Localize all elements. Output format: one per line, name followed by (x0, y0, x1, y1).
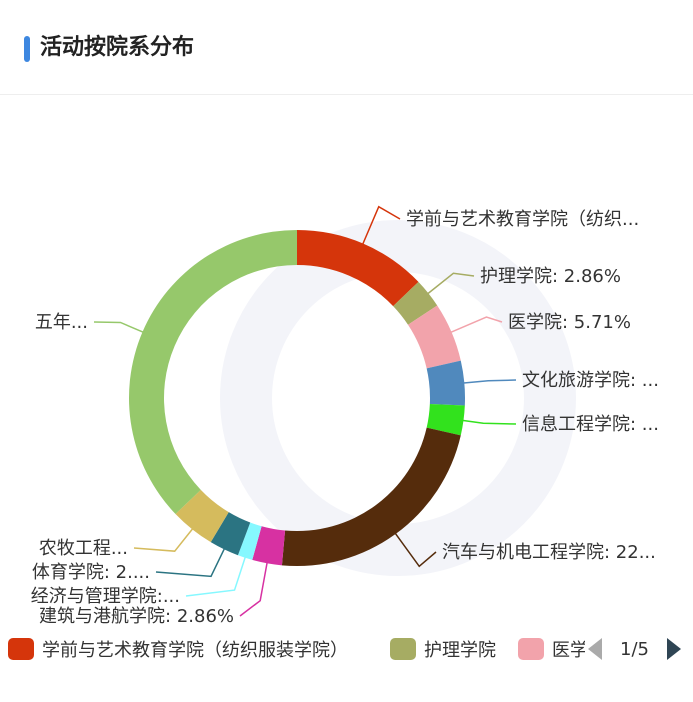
legend-items: 学前与艺术教育学院（纺织服装学院） 护理学院 医学院 (0, 630, 585, 670)
leader-line (155, 547, 226, 578)
donut-slice[interactable] (393, 281, 438, 325)
legend-item[interactable]: 学前与艺术教育学院（纺织服装学院） (8, 634, 348, 664)
legend-label: 护理学院 (424, 640, 496, 661)
donut-slice[interactable] (128, 230, 297, 515)
donut-slice[interactable] (210, 512, 251, 556)
slice-label: 经济与管理学院:... (31, 586, 180, 607)
card-header: 活动按院系分布 (0, 0, 693, 95)
legend-swatch (390, 638, 416, 660)
legend-item[interactable]: 护理学院 (390, 634, 496, 664)
slice-label: 建筑与港航学院: 2.86% (39, 606, 234, 627)
legend-next-icon[interactable] (666, 638, 681, 660)
donut-slice[interactable] (426, 403, 465, 436)
legend-page-indicator: 1/5 (620, 638, 649, 660)
legend-label: 医学院 (552, 640, 585, 661)
slice-label: 五年... (35, 312, 88, 333)
slice-labels: 学前与艺术教育学院（纺织... 护理学院: 2.86% 医学院: 5.71% 文化旅游… (31, 209, 659, 627)
leader-line (133, 527, 195, 552)
legend-swatch (518, 638, 544, 660)
slice-label: 信息工程学院: ... (522, 414, 659, 435)
slice-label: 农牧工程... (39, 538, 128, 559)
background-ring-circle (220, 220, 576, 576)
title-accent-bar (24, 36, 30, 62)
leader-line (185, 555, 247, 597)
donut-slice[interactable] (252, 526, 286, 566)
leader-line (462, 379, 517, 384)
legend-label: 学前与艺术教育学院（纺织服装学院） (42, 640, 348, 661)
donut-slice[interactable] (426, 360, 465, 406)
legend-swatch (8, 638, 34, 660)
legend-pager: 1/5 (588, 634, 681, 664)
slice-label: 汽车与机电工程学院: 22... (442, 542, 656, 563)
legend-prev-icon[interactable] (588, 638, 602, 660)
slice-label: 体育学院: 2.... (32, 562, 150, 583)
leader-line (93, 321, 145, 334)
slice-label: 文化旅游学院: ... (522, 370, 659, 391)
donut-slice[interactable] (175, 489, 229, 543)
donut-chart: 学前与艺术教育学院（纺织... 护理学院: 2.86% 医学院: 5.71% 文化旅游… (31, 205, 659, 627)
leader-line (426, 272, 475, 296)
slice-label: 护理学院: 2.86% (480, 266, 621, 287)
slice-label: 医学院: 5.71% (508, 312, 631, 333)
chart-title: 活动按院系分布 (40, 35, 195, 60)
donut-slices (128, 230, 465, 566)
legend-item[interactable]: 医学院 (518, 634, 585, 664)
leader-line (461, 419, 517, 425)
leader-line (449, 316, 503, 334)
chart-legend: 学前与艺术教育学院（纺织服装学院） 护理学院 医学院 1/5 (0, 630, 693, 670)
background-ring (220, 220, 576, 576)
leader-lines (93, 205, 517, 617)
leader-line (361, 205, 401, 246)
donut-slice[interactable] (237, 522, 262, 560)
donut-slice[interactable] (297, 230, 419, 307)
donut-slice[interactable] (408, 305, 461, 369)
donut-slice[interactable] (281, 427, 461, 566)
leader-line (393, 531, 437, 568)
slice-label: 学前与艺术教育学院（纺织... (406, 209, 639, 230)
leader-line (239, 561, 269, 617)
